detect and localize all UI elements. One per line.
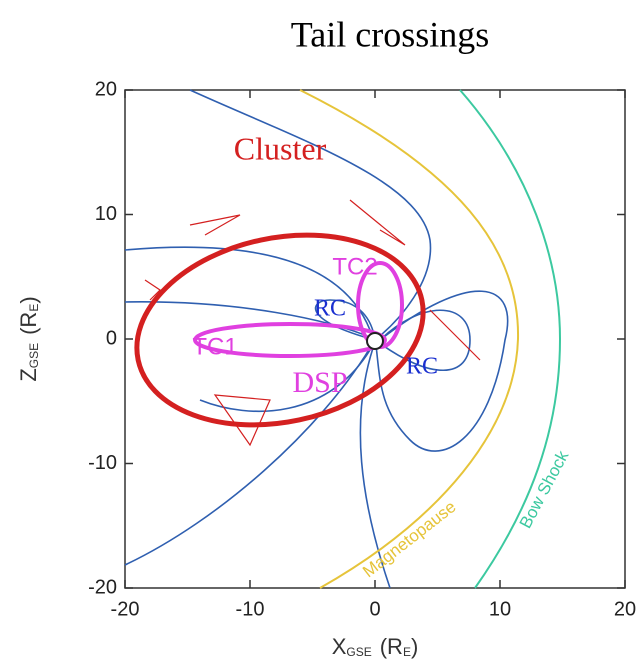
x-tick-label: 0 — [369, 598, 380, 620]
tc1-label: TC1 — [192, 333, 237, 360]
rc-label: RC — [314, 296, 346, 322]
x-unit-sub: E — [403, 645, 411, 659]
plot-area: Cluster TC2 RC TC1 RC DSP Magnetopause B… — [119, 90, 625, 588]
chart-title: Tail crossings — [291, 14, 489, 54]
y-axis-label: ZGSE (RE) — [16, 296, 41, 381]
dsp-label: DSP — [292, 366, 347, 399]
x-axis-label: XGSE (RE) — [332, 634, 419, 659]
y-unit: (R — [16, 312, 41, 335]
tc2-label: TC2 — [332, 253, 377, 280]
bow-shock-label: Bow Shock — [516, 447, 573, 531]
x-unit-end: ) — [411, 634, 418, 659]
rc-label: RC — [406, 354, 438, 380]
x-label-sub: GSE — [346, 645, 371, 659]
x-tick-label: 20 — [614, 598, 636, 620]
y-label-sub: GSE — [27, 343, 41, 368]
y-unit-sub: E — [27, 304, 41, 312]
magnetopause-line — [300, 90, 518, 588]
y-tick-label: -10 — [88, 452, 117, 474]
chart: Tail crossings Cluster TC2 RC TC1 RC DSP… — [0, 0, 640, 666]
y-tick-label: -20 — [88, 576, 117, 598]
field-line — [190, 90, 430, 340]
cluster-label: Cluster — [234, 130, 327, 166]
magnetopause-label: Magnetopause — [359, 497, 459, 581]
x-unit: (R — [380, 634, 403, 659]
y-tick-label: 20 — [95, 78, 117, 100]
y-tick-label: 0 — [106, 327, 117, 349]
y-tick-label: 10 — [95, 203, 117, 225]
bow-shock-line — [460, 90, 560, 588]
earth — [367, 333, 383, 349]
x-label: X — [332, 634, 347, 659]
x-tick-label: -10 — [236, 598, 265, 620]
x-tick-label: -20 — [111, 598, 140, 620]
y-label: Z — [16, 368, 41, 381]
x-tick-label: 10 — [489, 598, 511, 620]
y-unit-end: ) — [16, 296, 41, 303]
